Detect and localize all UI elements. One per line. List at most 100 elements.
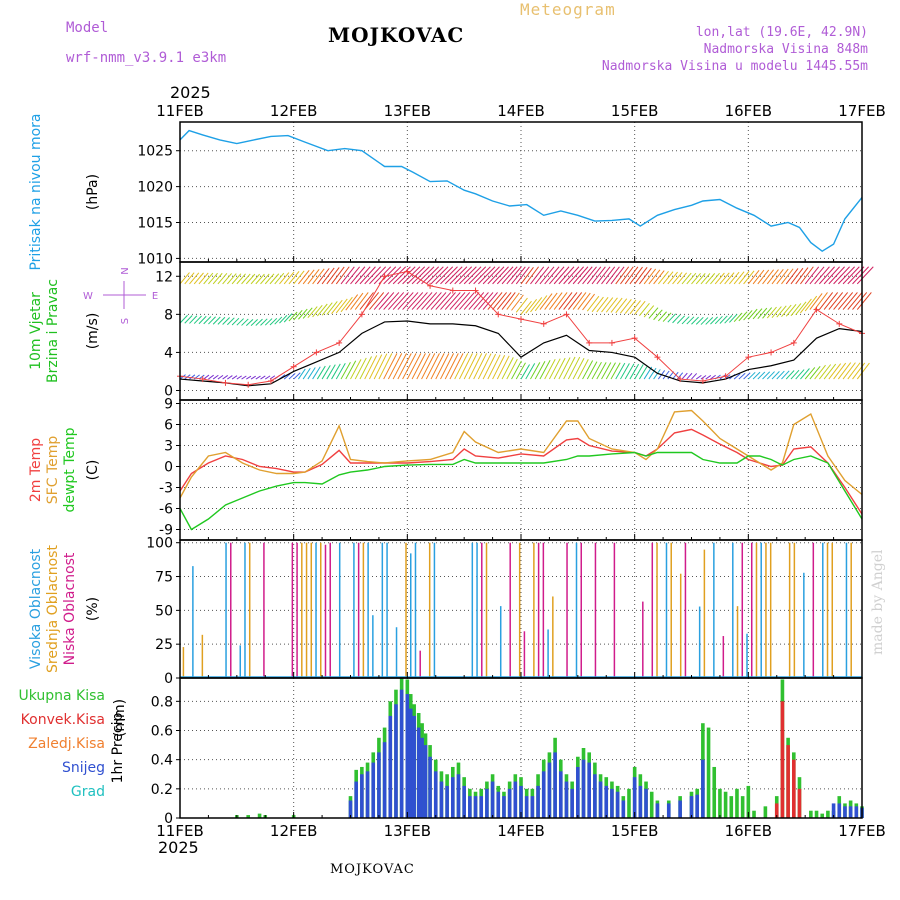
wind-barb xyxy=(553,292,568,310)
wind-barb xyxy=(823,363,837,380)
wind-barb xyxy=(700,317,709,325)
wind-barb xyxy=(482,292,498,310)
wind-barb xyxy=(724,272,735,285)
wind-barb xyxy=(515,362,526,380)
wind-barb xyxy=(359,292,374,310)
wind-barb xyxy=(279,272,290,285)
year-bottom: 2025 xyxy=(158,838,199,857)
wind-barb xyxy=(217,316,226,325)
precip-bar-snijeg xyxy=(502,796,506,818)
wind-barb xyxy=(539,266,555,285)
wind-barb xyxy=(492,292,507,310)
precip-legend-entry: Konvek.Kisa xyxy=(21,712,105,728)
y-tick-label: 1025 xyxy=(137,144,173,160)
y-tick-label: -6 xyxy=(159,502,173,518)
x-tick-bottom-label: 11FEB xyxy=(156,822,203,840)
wind-barb xyxy=(676,372,684,380)
compass-n: N xyxy=(120,267,131,274)
wind-barb xyxy=(515,297,528,313)
wind-barb xyxy=(402,353,417,380)
precip-bar-snijeg xyxy=(837,803,842,818)
precip-bar-snijeg xyxy=(831,803,836,818)
wind-barb xyxy=(605,266,620,285)
wind-barb xyxy=(369,266,387,285)
wind-barb xyxy=(729,271,740,285)
wind-barb xyxy=(350,359,362,380)
wind-barb xyxy=(368,354,383,380)
wind-barb xyxy=(695,316,704,325)
precip-bar-snijeg xyxy=(576,766,580,818)
wind-barb xyxy=(411,266,430,285)
x-tick-top-label: 15FEB xyxy=(611,102,658,120)
wind-barb xyxy=(444,353,459,380)
precip-bar-snijeg xyxy=(524,796,529,818)
wind-barb xyxy=(316,365,326,380)
y-axis-label: Niska Oblacnost xyxy=(62,552,78,665)
wind-barb xyxy=(449,266,468,285)
precip-bar-snijeg xyxy=(570,788,574,818)
wind-barb xyxy=(795,301,807,316)
precip-bar-snijeg xyxy=(451,777,455,818)
precip-bar-snijeg xyxy=(490,781,495,818)
wind-barb xyxy=(686,372,693,380)
y-tick-label: 0 xyxy=(164,671,173,687)
precip-bar-snijeg xyxy=(530,796,535,818)
wind-barb xyxy=(558,357,571,380)
wind-barb xyxy=(762,371,771,380)
wind-barb xyxy=(549,266,565,285)
x-tick-top-label: 14FEB xyxy=(497,102,544,120)
wind-barb xyxy=(563,292,578,310)
wind-barb xyxy=(250,375,256,380)
wind-barb xyxy=(700,375,707,380)
wind-barb xyxy=(236,375,242,380)
y-tick-label: -3 xyxy=(159,481,173,497)
wind-barb xyxy=(402,266,421,285)
precip-bar-snijeg xyxy=(632,777,637,818)
wind-barb xyxy=(672,272,683,285)
wind-barb xyxy=(501,357,514,380)
wind-barb xyxy=(828,363,842,380)
wind-barb xyxy=(833,362,847,380)
wind-barb xyxy=(430,353,445,380)
wind-barb xyxy=(388,292,405,310)
wind-barb xyxy=(492,355,506,380)
wind-barb xyxy=(710,374,716,380)
wind-barb xyxy=(212,374,219,380)
wind-barb xyxy=(615,266,630,285)
wind-barb xyxy=(241,318,249,326)
y-tick-label: 0.6 xyxy=(151,724,173,740)
wind-barb xyxy=(781,304,792,318)
wind-barb xyxy=(312,304,323,318)
wind-barb xyxy=(264,318,273,326)
wind-barb xyxy=(539,359,551,380)
wind-barb xyxy=(520,300,532,315)
wind-barb xyxy=(757,307,768,319)
wind-barb xyxy=(582,266,597,285)
precip-bar-snijeg xyxy=(360,774,364,818)
wind-barb xyxy=(440,266,458,285)
wind-barb xyxy=(686,272,697,285)
wind-barb xyxy=(425,266,444,285)
wind-barb xyxy=(307,269,320,285)
wind-barb xyxy=(459,266,477,285)
wind-barb xyxy=(335,266,350,285)
y-tick-label: 0 xyxy=(164,383,173,399)
wind-barb xyxy=(312,268,325,285)
precip-bar-ukupna-kisa xyxy=(712,766,717,818)
wind-barb xyxy=(733,373,741,380)
precip-bar-snijeg xyxy=(420,737,424,818)
wind-barb xyxy=(605,362,616,380)
precip-bar-snijeg xyxy=(558,771,563,818)
wind-barb xyxy=(837,292,854,310)
wind-barb xyxy=(634,267,648,285)
wind-barb xyxy=(553,266,570,285)
wind-barb xyxy=(212,316,221,325)
wind-barb xyxy=(624,299,637,314)
wind-barb xyxy=(331,299,343,315)
wind-barb xyxy=(364,355,378,380)
wind-barb xyxy=(804,266,820,285)
wind-barb xyxy=(245,318,254,327)
wind-barb xyxy=(586,266,602,285)
